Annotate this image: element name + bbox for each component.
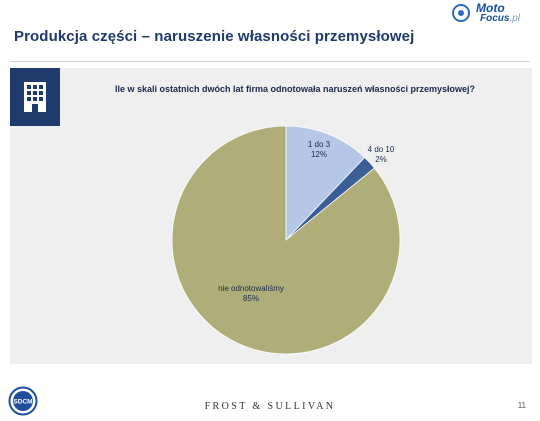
slice-value-label: 2%: [375, 155, 387, 164]
slice-value-label: 12%: [311, 150, 327, 159]
sdcm-logo-icon: SDCM: [8, 386, 38, 416]
slice-value-label: 85%: [243, 294, 259, 303]
slice-label: 1 do 3: [308, 140, 331, 149]
header-icon-box: [10, 68, 60, 126]
logo-text-bottom-main: Focus: [480, 13, 510, 24]
sdcm-logo: SDCM: [8, 386, 38, 416]
header-divider: [10, 61, 530, 62]
pie-slice: [171, 125, 401, 355]
slice-label: 4 do 10: [368, 145, 395, 154]
chart-title: Ile w skali ostatnich dwóch lat firma od…: [114, 84, 476, 94]
sdcm-logo-text: SDCM: [13, 399, 32, 406]
logo-text-top: Moto: [476, 1, 505, 15]
building-icon: [24, 82, 46, 112]
logo-text-bottom: Focus.pl: [480, 14, 520, 24]
motofocus-logo: Moto Focus.pl: [452, 2, 532, 28]
logo-ring-icon: [452, 4, 470, 22]
pie-slice: [285, 125, 366, 241]
slice-label: nie odnotowaliśmy: [218, 284, 284, 293]
slide-title: Produkcja części – naruszenie własności …: [14, 28, 415, 45]
logo-suffix: .pl: [509, 13, 521, 24]
footer-brand: FROST & SULLIVAN: [204, 401, 336, 412]
page-number: 11: [517, 401, 526, 410]
